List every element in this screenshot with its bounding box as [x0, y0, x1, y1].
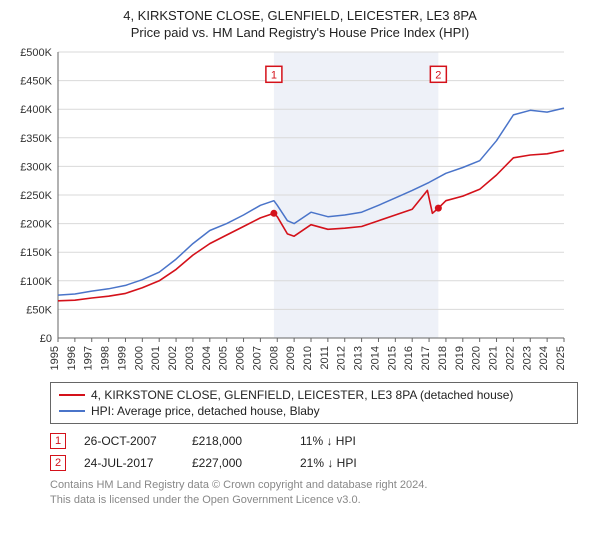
svg-text:£200K: £200K [20, 219, 52, 231]
sale-date-2: 24-JUL-2017 [84, 456, 174, 470]
svg-text:2019: 2019 [454, 346, 466, 370]
svg-text:1: 1 [271, 69, 277, 81]
svg-text:2009: 2009 [285, 346, 297, 370]
svg-text:2016: 2016 [403, 346, 415, 370]
svg-text:1999: 1999 [116, 346, 128, 370]
svg-text:£500K: £500K [20, 47, 52, 59]
svg-text:2006: 2006 [235, 346, 247, 370]
svg-text:2003: 2003 [184, 346, 196, 370]
svg-text:2010: 2010 [302, 346, 314, 370]
svg-text:2015: 2015 [386, 346, 398, 370]
svg-text:1997: 1997 [83, 346, 95, 370]
svg-text:2001: 2001 [150, 346, 162, 370]
sale-date-1: 26-OCT-2007 [84, 434, 174, 448]
svg-text:2021: 2021 [488, 346, 500, 370]
footer-line2: This data is licensed under the Open Gov… [50, 493, 578, 508]
sale-marker-2: 2 [50, 455, 66, 471]
sale-marker-1: 1 [50, 433, 66, 449]
svg-text:£350K: £350K [20, 133, 52, 145]
svg-text:2025: 2025 [555, 346, 567, 370]
legend-label-hpi: HPI: Average price, detached house, Blab… [91, 404, 320, 418]
footer-line1: Contains HM Land Registry data © Crown c… [50, 478, 578, 493]
title-block: 4, KIRKSTONE CLOSE, GLENFIELD, LEICESTER… [10, 8, 590, 40]
sale-row-2: 2 24-JUL-2017 £227,000 21% ↓ HPI [50, 452, 578, 474]
legend-row-hpi: HPI: Average price, detached house, Blab… [59, 403, 569, 419]
svg-text:2007: 2007 [251, 346, 263, 370]
svg-text:2: 2 [435, 69, 441, 81]
svg-text:2023: 2023 [521, 346, 533, 370]
legend-label-property: 4, KIRKSTONE CLOSE, GLENFIELD, LEICESTER… [91, 388, 513, 402]
legend-row-property: 4, KIRKSTONE CLOSE, GLENFIELD, LEICESTER… [59, 387, 569, 403]
legend: 4, KIRKSTONE CLOSE, GLENFIELD, LEICESTER… [50, 382, 578, 424]
svg-text:1998: 1998 [100, 346, 112, 370]
svg-text:2012: 2012 [336, 346, 348, 370]
svg-text:2011: 2011 [319, 346, 331, 370]
svg-text:2004: 2004 [201, 346, 213, 370]
title-line1: 4, KIRKSTONE CLOSE, GLENFIELD, LEICESTER… [10, 8, 590, 23]
svg-text:2014: 2014 [369, 346, 381, 370]
svg-text:2020: 2020 [471, 346, 483, 370]
svg-text:£450K: £450K [20, 76, 52, 88]
sale-price-2: £227,000 [192, 456, 282, 470]
sale-delta-1: 11% ↓ HPI [300, 434, 390, 448]
sale-price-1: £218,000 [192, 434, 282, 448]
title-line2: Price paid vs. HM Land Registry's House … [10, 25, 590, 40]
svg-text:£250K: £250K [20, 190, 52, 202]
svg-text:2024: 2024 [538, 346, 550, 370]
svg-text:1995: 1995 [49, 346, 61, 370]
svg-text:2018: 2018 [437, 346, 449, 370]
svg-text:£50K: £50K [26, 304, 52, 316]
svg-text:£0: £0 [40, 333, 52, 345]
sale-row-1: 1 26-OCT-2007 £218,000 11% ↓ HPI [50, 430, 578, 452]
legend-swatch-hpi [59, 410, 85, 412]
svg-text:1996: 1996 [66, 346, 78, 370]
svg-text:2013: 2013 [353, 346, 365, 370]
svg-text:2017: 2017 [420, 346, 432, 370]
svg-text:2022: 2022 [504, 346, 516, 370]
footer: Contains HM Land Registry data © Crown c… [50, 478, 578, 508]
legend-swatch-property [59, 394, 85, 396]
sale-delta-2: 21% ↓ HPI [300, 456, 390, 470]
chart: £0 £50K £100K £150K £200K £250K £300K £350K £400… [10, 46, 590, 376]
svg-text:2008: 2008 [268, 346, 280, 370]
svg-text:2005: 2005 [218, 346, 230, 370]
svg-text:£150K: £150K [20, 247, 52, 259]
svg-text:£400K: £400K [20, 104, 52, 116]
svg-text:£300K: £300K [20, 161, 52, 173]
svg-text:£100K: £100K [20, 276, 52, 288]
chart-container: 4, KIRKSTONE CLOSE, GLENFIELD, LEICESTER… [0, 0, 600, 514]
svg-text:2000: 2000 [133, 346, 145, 370]
chart-svg: £0 £50K £100K £150K £200K £250K £300K £350K £400… [10, 46, 570, 376]
sales-table: 1 26-OCT-2007 £218,000 11% ↓ HPI 2 24-JU… [50, 430, 578, 474]
svg-text:2002: 2002 [167, 346, 179, 370]
